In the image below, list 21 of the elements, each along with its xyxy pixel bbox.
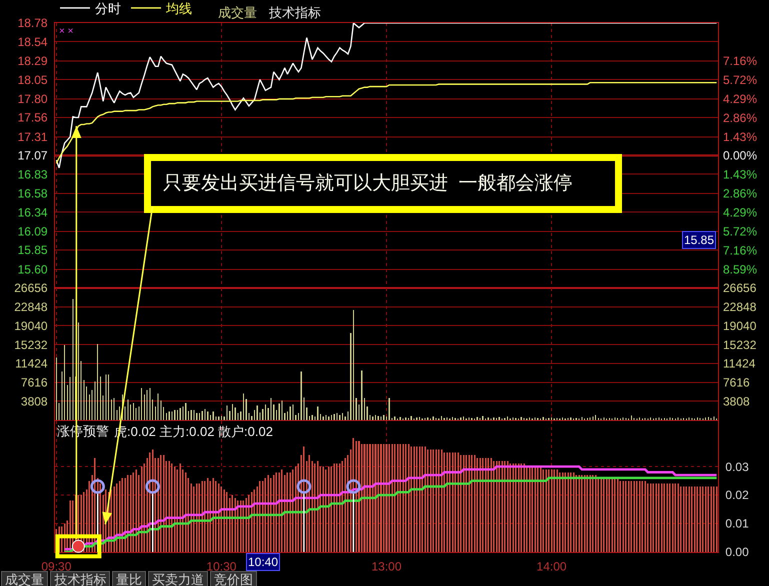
text: 成交量 — [5, 572, 44, 586]
y-tick-label: 7616 — [20, 375, 48, 390]
text: 10:40 — [248, 555, 278, 569]
y-tick-label: 19040 — [14, 318, 48, 333]
y-tick-label: 15232 — [14, 338, 48, 352]
x-tick-label: 09:30 — [41, 559, 72, 574]
text: 买卖力道 — [152, 572, 204, 586]
y-tick-label: 0.01 — [725, 516, 750, 531]
y-tick-label: 22848 — [14, 300, 48, 314]
text: 技术指标 — [54, 572, 106, 586]
text: 竞价图 — [214, 572, 253, 586]
text: 量比 — [116, 572, 142, 586]
y-tick-label: 3808 — [20, 394, 48, 408]
x-tick-label: 14:00 — [536, 559, 567, 574]
x-tick-label: 10:30 — [206, 559, 237, 574]
x-tick-label: 13:00 — [371, 559, 402, 574]
y-tick-label: 0.02 — [725, 488, 750, 502]
y-tick-label: 26656 — [14, 281, 48, 296]
y-tick-label: 0.03 — [725, 460, 750, 474]
y-tick-label: 11424 — [15, 356, 48, 371]
y-tick-label: 0.00 — [725, 545, 750, 560]
